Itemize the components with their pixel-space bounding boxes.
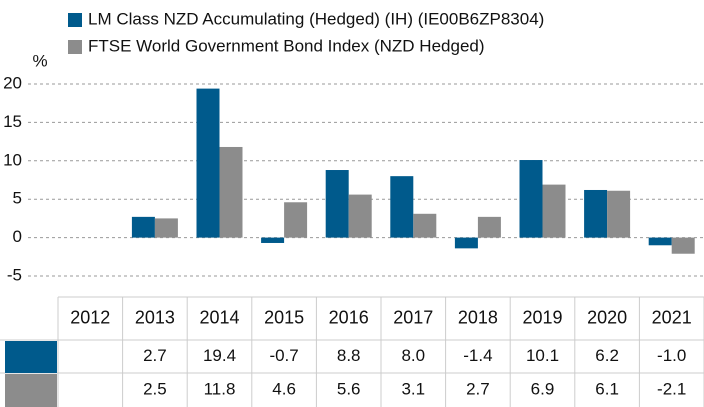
table-value: 3.1 (401, 379, 425, 398)
bar (154, 218, 178, 238)
y-axis-label: % (32, 51, 47, 70)
table-value: 19.4 (203, 346, 236, 365)
table-value: 6.9 (531, 379, 555, 398)
table-value: 4.6 (272, 379, 296, 398)
legend-label: FTSE World Government Bond Index (NZD He… (88, 36, 485, 55)
bar (390, 176, 414, 238)
table-value: 2.5 (143, 379, 167, 398)
table-swatch (5, 374, 57, 407)
bar (325, 170, 349, 238)
table-header: 2021 (652, 307, 692, 327)
y-tick-label: 5 (13, 189, 22, 208)
y-tick-label: 10 (3, 150, 22, 169)
table-header: 2016 (329, 307, 369, 327)
table-value: 10.1 (526, 346, 559, 365)
bar (671, 237, 695, 254)
bar (219, 146, 243, 238)
table-header: 2012 (70, 307, 110, 327)
bar (131, 216, 155, 238)
table-value: 11.8 (204, 379, 236, 398)
legend-swatch (68, 40, 82, 54)
table-value: 6.1 (595, 379, 619, 398)
legend-label: LM Class NZD Accumulating (Hedged) (IH) … (88, 9, 544, 28)
y-tick-label: 0 (13, 227, 22, 246)
bar (519, 160, 543, 238)
table-header: 2014 (199, 307, 239, 327)
table-swatch (5, 341, 57, 373)
table-header: 2015 (264, 307, 304, 327)
y-tick-label: -5 (7, 265, 22, 284)
table-value: 5.6 (337, 379, 361, 398)
bar (648, 237, 672, 246)
bar (284, 202, 308, 238)
bar (348, 194, 372, 238)
table-value: -2.1 (657, 379, 686, 398)
table-value: 6.2 (595, 346, 619, 365)
table-value: -1.0 (657, 346, 686, 365)
bar (584, 189, 608, 238)
table-header: 2020 (587, 307, 627, 327)
y-tick-label: 20 (3, 73, 22, 92)
bar (542, 184, 566, 238)
table-header: 2013 (135, 307, 175, 327)
table-value: 2.7 (466, 379, 490, 398)
bar (477, 216, 501, 238)
bar (607, 190, 631, 238)
table-header: 2017 (393, 307, 433, 327)
table-value: 8.8 (337, 346, 361, 365)
table-value: -0.7 (269, 346, 298, 365)
bar (413, 213, 437, 238)
table-value: -1.4 (463, 346, 492, 365)
table-value: 2.7 (143, 346, 167, 365)
table-header: 2019 (522, 307, 562, 327)
bar (261, 237, 285, 243)
table-header: 2018 (458, 307, 498, 327)
legend-swatch (68, 13, 82, 27)
bar (196, 88, 220, 238)
table-value: 8.0 (401, 346, 425, 365)
y-tick-label: 15 (3, 112, 22, 131)
bar (454, 237, 478, 249)
